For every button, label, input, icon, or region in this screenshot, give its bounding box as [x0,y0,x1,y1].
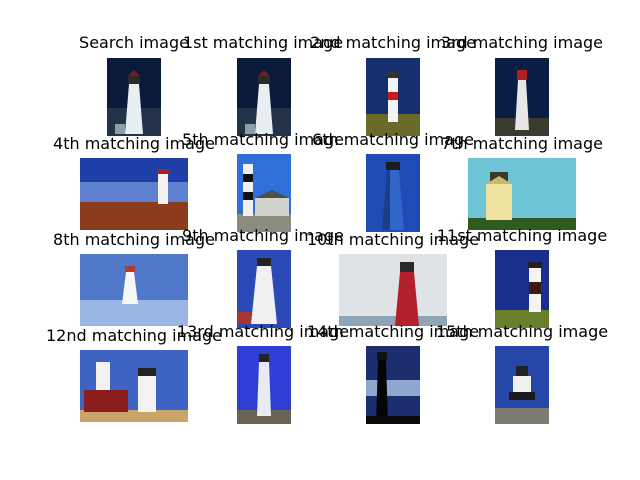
lighthouse-photo [495,346,549,424]
tile-title: 12nd matching image [45,326,223,345]
tile-title: 8th matching image [53,230,215,249]
tile-title: 9th matching image [182,226,344,245]
lighthouse-photo [339,254,447,326]
lighthouse-photo [468,158,576,230]
lighthouse-photo [495,58,549,136]
tile-title: 5th matching image [182,130,344,149]
tile-title: Search image [79,33,189,52]
tile-title: 3rd matching image [441,33,603,52]
lighthouse-photo [80,158,188,230]
lighthouse-photo [237,154,291,232]
tile-title: 6th matching image [312,130,474,149]
lighthouse-photo [366,346,420,424]
lighthouse-photo [237,250,291,328]
lighthouse-photo [495,250,549,328]
tile-title: 13rd matching image [176,322,350,341]
lighthouse-photo [366,154,420,232]
tile-title: 14th matching image [306,322,480,341]
tile-title: 2nd matching image [310,33,476,52]
lighthouse-photo [107,58,161,136]
tile-title: 11st matching image [436,226,608,245]
tile-title: 15th matching image [435,322,609,341]
tile-title: 7th matching image [441,134,603,153]
tile-title: 4th matching image [53,134,215,153]
tile-title: 1st matching image [182,33,344,52]
lighthouse-photo [366,58,420,136]
tile-title: 10th matching image [306,230,480,249]
lighthouse-photo [237,58,291,136]
lighthouse-photo [237,346,291,424]
lighthouse-photo [80,254,188,326]
lighthouse-photo [80,350,188,422]
